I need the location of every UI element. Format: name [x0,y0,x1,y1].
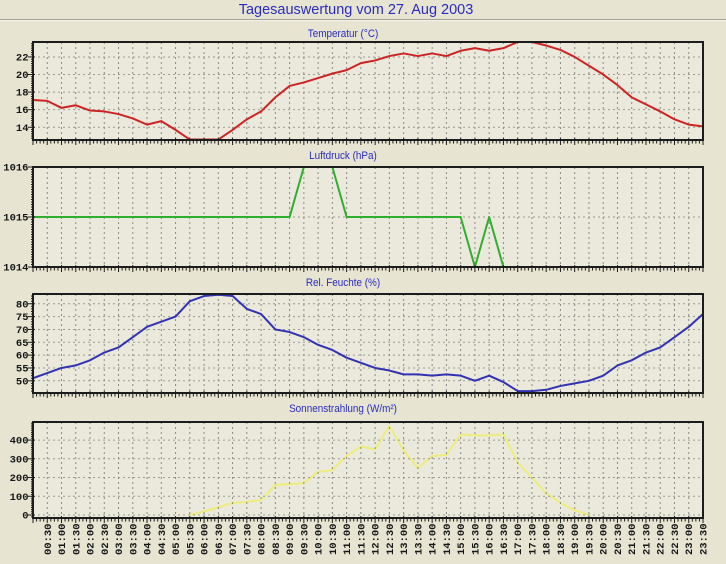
x-tick-label: 03:00 [114,524,126,556]
x-tick-label: 23:00 [684,524,696,556]
y-tick-label: 70 [16,325,29,337]
plot-area-2 [33,294,703,393]
plot-border-0 [32,41,704,141]
y-tick-label: 1016 [3,163,28,175]
series-line-2 [32,293,704,393]
x-tick-label: 07:00 [228,524,240,556]
x-tick-label: 06:30 [214,524,226,556]
x-tick-label: 23:30 [699,524,711,556]
x-tick-label: 08:30 [271,524,283,556]
x-tick-label: 17:30 [527,524,539,556]
x-tick-label: 21:30 [641,524,653,556]
x-tick-label: 10:30 [328,524,340,556]
y-tick-label: 0 [22,511,28,523]
x-tick-label: 18:00 [542,524,554,556]
y-tick-label: 20 [16,70,29,82]
y-tick-label: 200 [10,473,29,485]
x-tick-label: 09:30 [299,524,311,556]
y-tick-label: 1015 [3,213,28,225]
x-tick-label: 03:30 [128,524,140,556]
x-tick-label: 20:00 [599,524,611,556]
y-tick-label: 60 [16,351,29,363]
x-tick-label: 10:00 [314,524,326,556]
x-tick-label: 17:00 [513,524,525,556]
y-tick-label: 55 [16,363,29,375]
chart-title-temperatur: Temperatur (°C) [307,28,379,40]
x-tick-label: 13:00 [399,524,411,556]
x-tick-label: 22:00 [656,524,668,556]
x-tick-label: 04:00 [143,524,155,556]
x-tick-label: 14:30 [442,524,454,556]
x-tick-label: 07:30 [242,524,254,556]
x-tick-label: 11:00 [342,524,354,556]
y-tick-label: 400 [10,436,29,448]
x-tick-label: 08:00 [257,524,269,556]
series-line-3 [188,425,590,516]
y-tick-label: 14 [16,123,29,135]
chart-title-luftdruck: Luftdruck (hPa) [309,150,377,162]
x-tick-label: 12:00 [371,524,383,556]
x-tick-label: 00:30 [43,524,55,556]
x-tick-label: 14:00 [428,524,440,556]
series-line-0 [32,41,704,141]
x-tick-label: 21:00 [627,524,639,556]
x-tick-label: 13:30 [413,524,425,556]
page-title: Tagesauswertung vom 27. Aug 2003 [238,2,474,18]
x-tick-label: 11:30 [356,524,368,556]
x-tick-label: 16:00 [485,524,497,556]
y-tick-label: 22 [16,52,29,64]
x-tick-label: 06:00 [200,524,212,556]
x-tick-label: 02:00 [86,524,98,556]
x-tick-label: 05:00 [171,524,183,556]
y-tick-label: 80 [16,299,29,311]
y-tick-label: 65 [16,338,29,350]
x-tick-label: 18:30 [556,524,568,556]
x-tick-label: 15:00 [456,524,468,556]
y-tick-label: 75 [16,312,29,324]
x-tick-label: 22:30 [670,524,682,556]
chart-title-rel-feuchte: Rel. Feuchte (%) [305,277,381,289]
x-tick-label: 01:00 [57,524,69,556]
y-tick-label: 300 [10,454,29,466]
plot-area-3 [33,422,703,518]
x-tick-label: 04:30 [157,524,169,556]
chart-title-sonnenstrahlung: Sonnenstrahlung (W/m²) [289,403,397,415]
x-tick-label: 02:30 [100,524,112,556]
x-tick-label: 20:30 [613,524,625,556]
x-tick-label: 19:30 [584,524,596,556]
x-tick-label: 16:30 [499,524,511,556]
y-tick-label: 1014 [3,263,28,275]
plot-border-2 [32,293,704,394]
x-tick-label: 09:00 [285,524,297,556]
x-tick-label: 15:30 [470,524,482,556]
y-tick-label: 18 [16,88,29,100]
y-tick-label: 16 [16,105,29,117]
y-tick-label: 50 [16,376,29,388]
title-divider [0,19,726,21]
x-tick-label: 12:30 [385,524,397,556]
y-tick-label: 100 [10,492,29,504]
x-tick-label: 01:30 [71,524,83,556]
x-tick-label: 05:30 [185,524,197,556]
x-tick-label: 19:00 [570,524,582,556]
